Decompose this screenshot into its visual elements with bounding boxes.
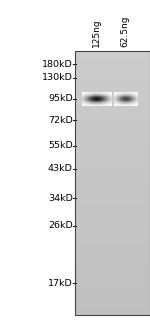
Text: 55kD: 55kD (48, 141, 73, 150)
Text: 130kD: 130kD (42, 73, 73, 82)
Text: 180kD: 180kD (42, 60, 73, 69)
Text: 95kD: 95kD (48, 94, 73, 103)
Text: 125ng: 125ng (92, 18, 101, 47)
Text: 62.5ng: 62.5ng (121, 15, 130, 47)
Text: 43kD: 43kD (48, 164, 73, 173)
Bar (75, 51, 150, 315)
Text: 17kD: 17kD (48, 279, 73, 288)
Text: 34kD: 34kD (48, 194, 73, 203)
Text: 26kD: 26kD (48, 221, 73, 230)
Text: 72kD: 72kD (48, 116, 73, 125)
